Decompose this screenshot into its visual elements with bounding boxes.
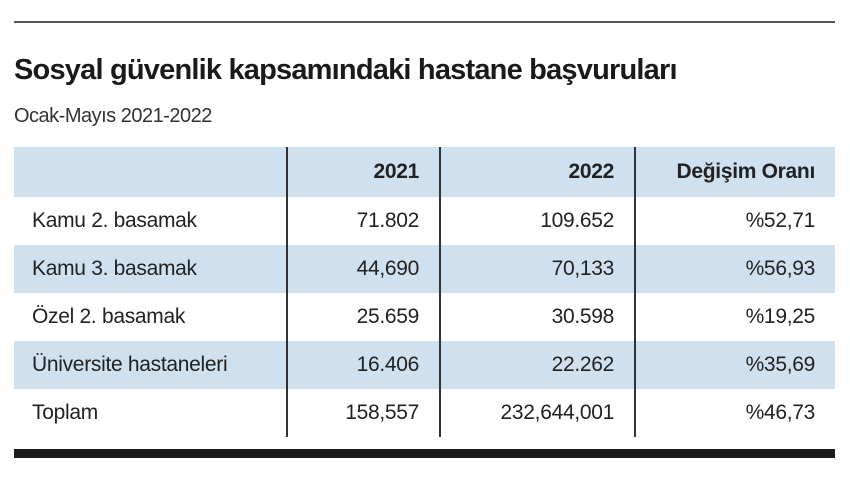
bottom-rule <box>14 449 835 458</box>
cell: 16.406 <box>286 341 440 389</box>
row-label: Özel 2. basamak <box>32 305 186 328</box>
cell: %35,69 <box>634 341 835 389</box>
cell: 25.659 <box>286 293 440 341</box>
table-row: Özel 2. basamak 25.659 30.598 %19,25 <box>14 293 835 341</box>
cell: 30.598 <box>439 293 635 341</box>
row-label: Üniversite hastaneleri <box>32 353 228 376</box>
cell: 232,644,001 <box>439 389 635 437</box>
subtitle: Ocak-Mayıs 2021-2022 <box>14 105 212 127</box>
column-header: 2021 <box>286 147 440 197</box>
cell: 109.652 <box>439 197 635 245</box>
column-header: 2022 <box>439 147 635 197</box>
cell: %46,73 <box>634 389 835 437</box>
top-rule <box>14 21 835 23</box>
cell: %19,25 <box>634 293 835 341</box>
table-row: Kamu 3. basamak 44,690 70,133 %56,93 <box>14 245 835 293</box>
cell: 44,690 <box>286 245 440 293</box>
cell: %56,93 <box>634 245 835 293</box>
row-label: Kamu 2. basamak <box>32 209 197 232</box>
column-header: Değişim Oranı <box>634 147 835 197</box>
data-table: 2021 2022 Değişim Oranı Kamu 2. basamak 71.… <box>14 147 835 437</box>
cell: 71.802 <box>286 197 440 245</box>
cell: 158,557 <box>286 389 440 437</box>
row-label: Toplam <box>32 401 98 424</box>
title: Sosyal güvenlik kapsamındaki hastane baş… <box>14 54 678 86</box>
column-header <box>14 147 287 197</box>
table-row: Toplam 158,557 232,644,001 %46,73 <box>14 389 835 437</box>
cell: 70,133 <box>439 245 635 293</box>
table-row: Kamu 2. basamak 71.802 109.652 %52,71 <box>14 197 835 245</box>
cell: %52,71 <box>634 197 835 245</box>
cell: 22.262 <box>439 341 635 389</box>
row-label: Kamu 3. basamak <box>32 257 197 280</box>
header-row: 2021 2022 Değişim Oranı <box>14 147 835 197</box>
table-row: Üniversite hastaneleri 16.406 22.262 %35,69 <box>14 341 835 389</box>
